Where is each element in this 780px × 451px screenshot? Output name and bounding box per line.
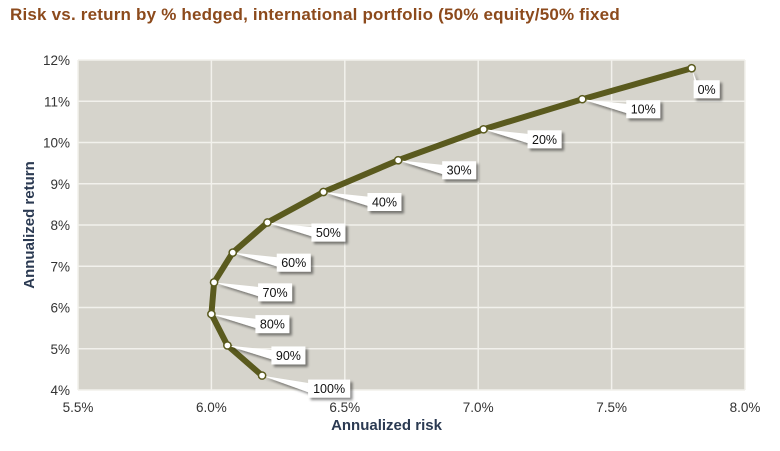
point-label-pointer: [211, 314, 260, 330]
data-point: [319, 187, 328, 197]
point-label-pointer: [232, 252, 281, 268]
data-point: [577, 94, 587, 104]
x-tick-label: 7.0%: [463, 400, 494, 415]
y-tick-label: 8%: [50, 218, 70, 233]
point-label: 30%: [447, 164, 472, 178]
point-label-pointer: [262, 375, 313, 394]
data-point: [207, 309, 216, 319]
point-label: 100%: [313, 382, 345, 396]
point-label-box: [258, 283, 293, 302]
point-label-box: [276, 253, 311, 272]
y-tick-label: 10%: [43, 136, 70, 151]
point-label: 20%: [532, 133, 557, 147]
point-label: 50%: [316, 226, 341, 240]
point-label-pointer: [227, 345, 276, 361]
x-tick-label: 8.0%: [730, 400, 761, 415]
point-label: 90%: [276, 349, 301, 363]
data-point: [479, 124, 488, 134]
point-label-pointer: [214, 282, 263, 298]
x-axis-title: Annualized risk: [331, 417, 443, 434]
point-label-box: [308, 379, 351, 398]
point-label: 10%: [631, 103, 656, 117]
point-label-box: [367, 193, 402, 211]
y-tick-label: 6%: [50, 301, 70, 316]
x-tick-label: 6.5%: [329, 400, 360, 415]
point-label-pointer: [398, 160, 447, 176]
y-tick-label: 9%: [50, 177, 70, 192]
point-label-pointer: [582, 99, 631, 115]
x-tick-label: 7.5%: [596, 400, 627, 415]
point-label-box: [693, 80, 720, 99]
chart-title: Risk vs. return by % hedged, internation…: [10, 5, 620, 24]
x-tick-label: 6.0%: [196, 400, 227, 415]
data-point: [263, 218, 272, 227]
y-tick-label: 12%: [43, 53, 70, 68]
y-tick-label: 7%: [50, 259, 70, 274]
point-label-box: [311, 223, 346, 242]
data-point: [257, 371, 267, 380]
data-point: [228, 248, 238, 257]
y-tick-label: 11%: [44, 94, 70, 109]
point-label-box: [626, 100, 661, 119]
y-tick-label: 4%: [50, 383, 70, 398]
point-label-box: [271, 346, 306, 365]
point-label: 40%: [372, 196, 397, 210]
point-label-box: [527, 130, 562, 149]
point-label-pointer: [267, 222, 316, 238]
point-label: 80%: [260, 318, 285, 332]
data-point: [209, 277, 219, 287]
point-label-pointer: [323, 192, 372, 207]
data-point: [223, 341, 232, 350]
y-tick-label: 5%: [50, 342, 70, 357]
point-label-box: [255, 315, 290, 334]
point-label-box: [442, 161, 477, 180]
y-axis-title: Annualized return: [21, 161, 38, 289]
point-label: 60%: [281, 256, 306, 270]
x-tick-label: 5.5%: [63, 400, 94, 415]
data-point: [393, 155, 403, 165]
point-label-pointer: [483, 129, 532, 145]
point-label: 0%: [698, 83, 716, 97]
point-label: 70%: [263, 286, 288, 300]
data-point: [687, 63, 696, 73]
